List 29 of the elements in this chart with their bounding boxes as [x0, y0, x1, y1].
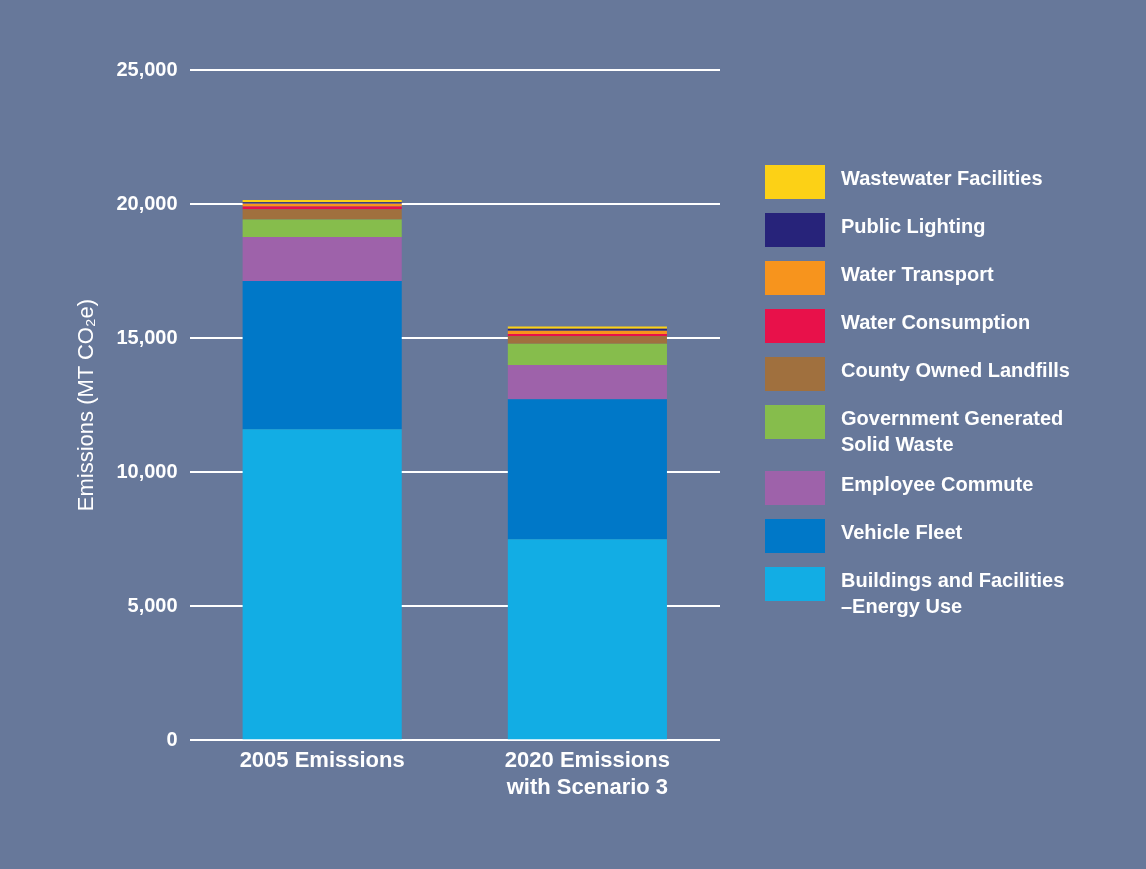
- bar: [242, 219, 402, 238]
- legend-label: Vehicle Fleet: [841, 520, 964, 545]
- legend-label: Government Generated Solid Waste: [841, 406, 1065, 457]
- bar: [507, 399, 667, 540]
- bar: [242, 280, 402, 430]
- y-tick-label: 10,000: [116, 459, 178, 482]
- legend-label: Water Consumption: [841, 310, 1032, 335]
- y-tick-label: 5,000: [127, 593, 178, 616]
- y-tick-label: 25,000: [116, 57, 178, 80]
- legend-label: Buildings and Facilities –Energy Use: [841, 568, 1066, 619]
- x-tick-label: 2005 Emissions: [239, 747, 405, 773]
- legend-label: Public Lighting: [841, 214, 987, 239]
- bar: [507, 539, 667, 740]
- bar: [242, 237, 402, 281]
- legend-label: County Owned Landfills: [841, 358, 1071, 383]
- legend-label: Water Transport: [841, 262, 995, 287]
- y-tick-label: 0: [166, 727, 178, 750]
- bar: [507, 330, 667, 335]
- x-tick-label: 2020 Emissions with Scenario 3: [504, 747, 670, 799]
- bar: [507, 343, 667, 365]
- legend-label: Employee Commute: [841, 472, 1035, 497]
- y-axis-title: Emissions (MT CO₂e): [73, 298, 99, 512]
- bar: [507, 364, 667, 400]
- y-tick-label: 20,000: [116, 191, 178, 214]
- y-tick-label: 15,000: [116, 325, 178, 348]
- bar: [242, 209, 402, 220]
- legend-label: Wastewater Facilities: [841, 166, 1044, 191]
- bar: [242, 429, 402, 740]
- bar: [507, 335, 667, 344]
